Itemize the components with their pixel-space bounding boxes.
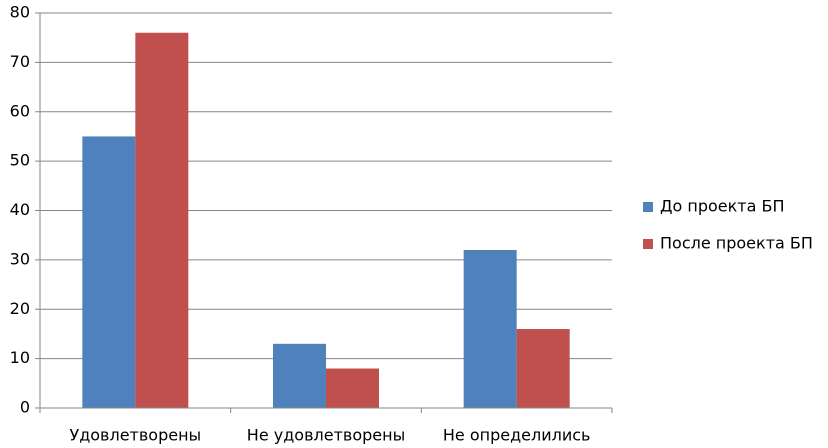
y-tick-label: 10 [10, 348, 30, 367]
legend-label: После проекта БП [660, 234, 813, 253]
bar [273, 343, 326, 408]
y-tick-label: 50 [10, 151, 30, 170]
x-tick-label: Не определились [443, 426, 591, 445]
bar [326, 368, 379, 408]
y-tick-label: 20 [10, 299, 30, 318]
x-tick-label: Удовлетворены [69, 426, 201, 445]
bar [82, 136, 136, 408]
bar [463, 250, 517, 408]
bar [135, 32, 189, 408]
y-tick-label: 80 [10, 3, 30, 22]
y-tick-label: 0 [20, 398, 30, 417]
y-tick-label: 40 [10, 200, 30, 219]
y-tick-label: 60 [10, 101, 30, 120]
y-tick-label: 70 [10, 52, 30, 71]
legend-swatch [643, 202, 653, 212]
legend-swatch [643, 239, 653, 249]
y-tick-label: 30 [10, 249, 30, 268]
x-tick-label: Не удовлетворены [247, 426, 405, 445]
legend-label: До проекта БП [660, 197, 785, 216]
bar [516, 329, 570, 408]
